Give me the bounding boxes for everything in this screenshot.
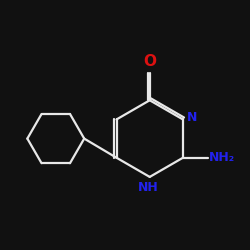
Text: O: O (143, 54, 156, 69)
Text: NH₂: NH₂ (209, 151, 235, 164)
Text: NH: NH (138, 181, 159, 194)
Text: N: N (187, 111, 198, 124)
